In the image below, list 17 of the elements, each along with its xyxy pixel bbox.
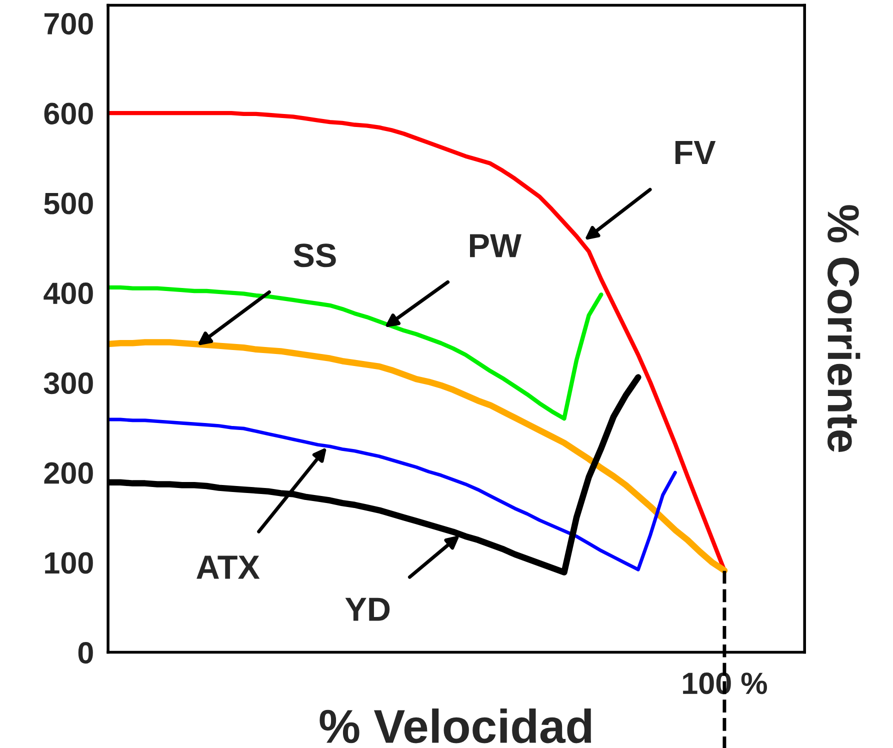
y-tick-label: 100 bbox=[45, 552, 93, 574]
x-tick-label: 100 % bbox=[683, 672, 767, 694]
y-tick-label: 700 bbox=[44, 12, 93, 35]
y-tick-label: 0 bbox=[78, 642, 93, 664]
annotation: PW bbox=[470, 234, 522, 258]
line-series bbox=[108, 285, 604, 421]
annotation: ATX bbox=[196, 556, 260, 579]
y-tick-label: 200 bbox=[44, 462, 93, 484]
annotation: SS bbox=[294, 244, 336, 268]
annotation: YD bbox=[345, 598, 390, 621]
y-tick-label: 600 bbox=[44, 102, 93, 124]
x-axis-title: % Velocidad bbox=[320, 708, 592, 744]
annotation: FV bbox=[675, 141, 716, 164]
y-tick-label: 500 bbox=[44, 192, 93, 214]
y-tick-label: 400 bbox=[44, 282, 93, 304]
y-axis-title: % Corriente bbox=[828, 205, 860, 452]
y-tick-label: 300 bbox=[44, 372, 93, 394]
